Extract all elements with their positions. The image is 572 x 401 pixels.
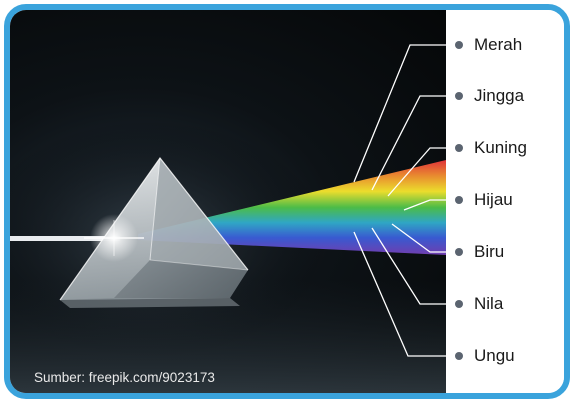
label-nila: Nila [474,294,504,313]
label-biru: Biru [474,242,505,261]
label-merah: Merah [474,35,523,54]
label-ungu: Ungu [474,346,515,365]
source-credit: Sumber: freepik.com/9023173 [34,370,215,385]
legend-panel [446,10,564,393]
label-jingga: Jingga [474,86,525,105]
incoming-light-beam [10,236,120,241]
prism-photo [10,10,446,393]
prism-illustration [10,120,446,393]
figure-frame: Merah Jingga Kuning Hijau Biru Nila Ungu… [4,4,570,399]
label-hijau: Hijau [474,190,513,209]
label-kuning: Kuning [474,138,527,157]
